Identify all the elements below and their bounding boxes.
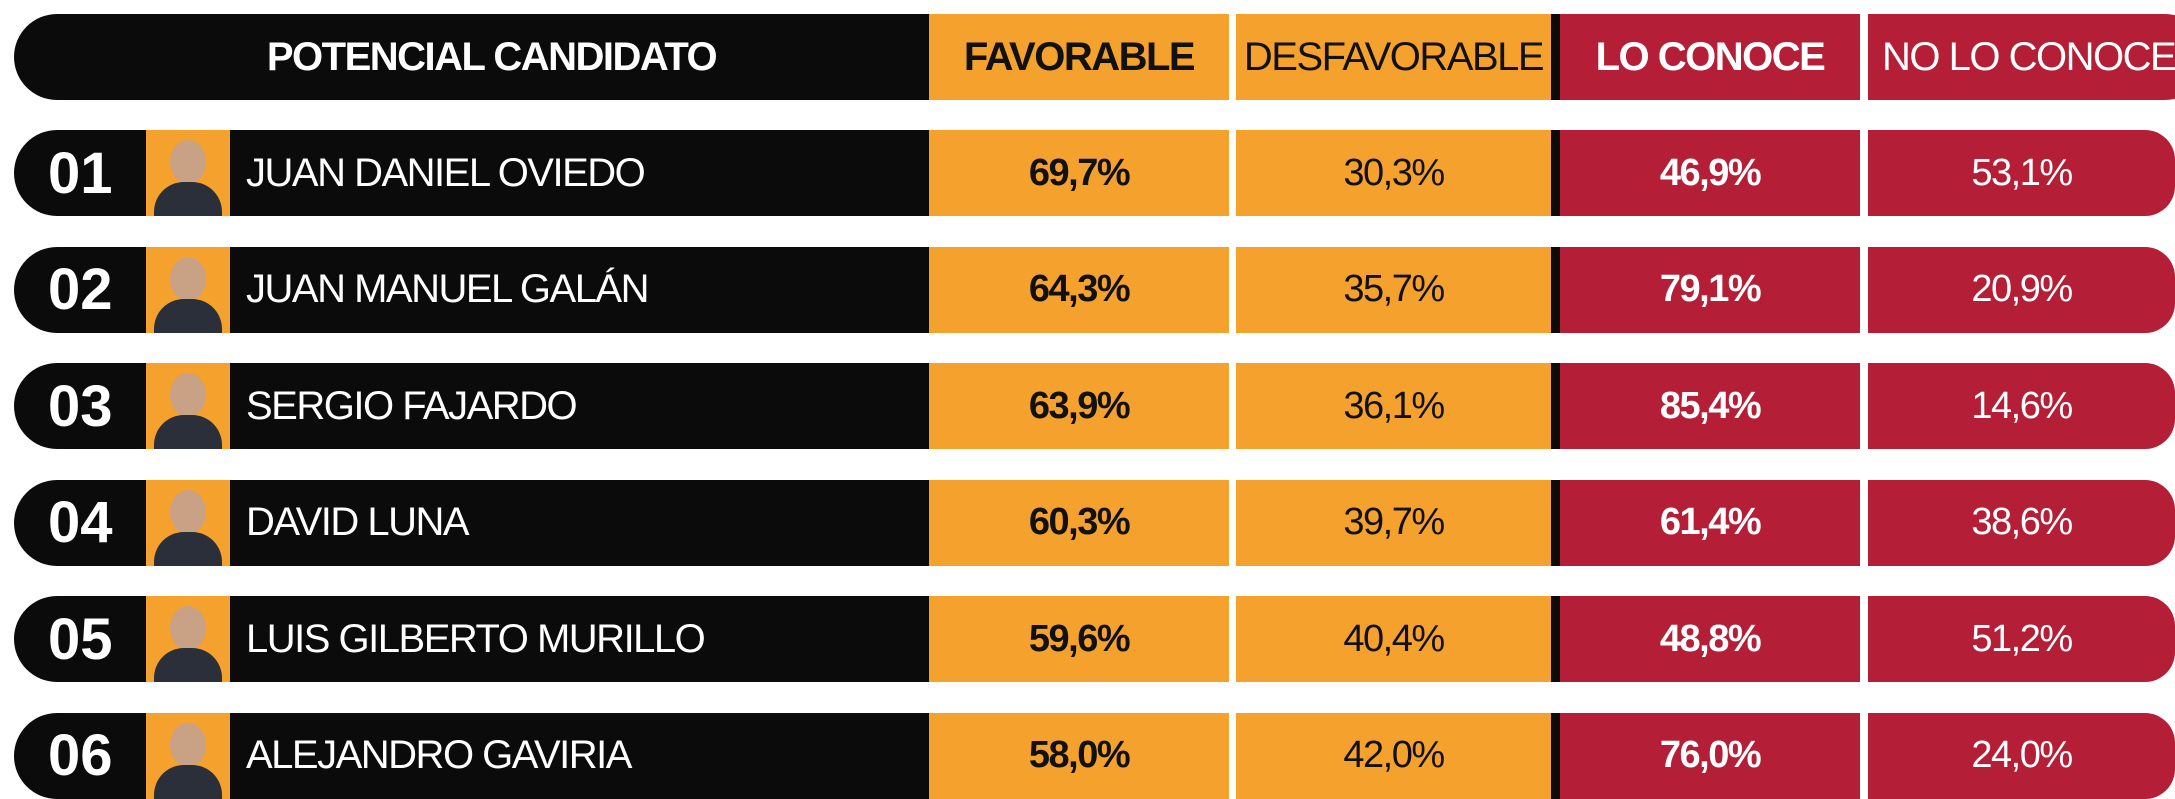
desfavorable-value: 30,3% — [1236, 130, 1551, 216]
candidate-photo — [146, 246, 230, 333]
candidate-name: JUAN MANUEL GALÁN — [230, 246, 929, 333]
desfavorable-value: 36,1% — [1236, 363, 1551, 449]
candidate-name: ALEJANDRO GAVIRIA — [230, 712, 929, 799]
divider — [1551, 712, 1560, 799]
header-desfavorable: DESFAVORABLE — [1236, 14, 1551, 100]
candidate-photo — [146, 363, 230, 449]
photo-body — [154, 415, 222, 449]
candidate-photo — [146, 596, 230, 682]
no-lo-conoce-value: 53,1% — [1868, 130, 2175, 216]
favorable-value: 63,9% — [929, 363, 1229, 449]
photo-head — [170, 256, 206, 301]
rank-number: 04 — [14, 479, 146, 566]
no-lo-conoce-value: 51,2% — [1868, 596, 2175, 682]
lo-conoce-value: 76,0% — [1560, 712, 1860, 799]
lo-conoce-value: 46,9% — [1560, 130, 1860, 216]
photo-body — [154, 298, 222, 333]
no-lo-conoce-value: 14,6% — [1868, 363, 2175, 449]
no-lo-conoce-value: 38,6% — [1868, 479, 2175, 566]
photo-head — [170, 722, 206, 767]
header-lo-conoce: LO CONOCE — [1560, 14, 1860, 100]
header-favorable: FAVORABLE — [929, 14, 1229, 100]
divider — [1551, 363, 1560, 449]
desfavorable-value: 42,0% — [1236, 712, 1551, 799]
photo-body — [154, 182, 222, 216]
candidate-photo — [146, 712, 230, 799]
candidate-name: DAVID LUNA — [230, 479, 929, 566]
lo-conoce-value: 61,4% — [1560, 479, 1860, 566]
favorable-value: 58,0% — [929, 712, 1229, 799]
candidate-name: LUIS GILBERTO MURILLO — [230, 596, 929, 682]
desfavorable-value: 35,7% — [1236, 246, 1551, 333]
photo-head — [170, 140, 206, 184]
photo-body — [154, 531, 222, 566]
rank-number: 06 — [14, 712, 146, 799]
rank-number: 02 — [14, 246, 146, 333]
no-lo-conoce-value: 24,0% — [1868, 712, 2175, 799]
rank-number: 03 — [14, 363, 146, 449]
photo-head — [170, 373, 206, 417]
favorable-value: 69,7% — [929, 130, 1229, 216]
candidate-photo — [146, 130, 230, 216]
rank-number: 05 — [14, 596, 146, 682]
divider — [1551, 130, 1560, 216]
favorable-value: 64,3% — [929, 246, 1229, 333]
favorable-value: 60,3% — [929, 479, 1229, 566]
candidate-photo — [146, 479, 230, 566]
header-no-lo-conoce: NO LO CONOCE — [1868, 14, 2175, 100]
candidate-name: JUAN DANIEL OVIEDO — [230, 130, 929, 216]
divider — [1551, 479, 1560, 566]
divider — [1551, 14, 1560, 100]
desfavorable-value: 39,7% — [1236, 479, 1551, 566]
photo-head — [170, 606, 206, 650]
divider — [1551, 596, 1560, 682]
photo-body — [154, 764, 222, 799]
photo-head — [170, 489, 206, 534]
lo-conoce-value: 85,4% — [1560, 363, 1860, 449]
desfavorable-value: 40,4% — [1236, 596, 1551, 682]
candidate-name: SERGIO FAJARDO — [230, 363, 929, 449]
rank-number: 01 — [14, 130, 146, 216]
header-candidate: POTENCIAL CANDIDATO — [14, 14, 929, 100]
favorable-value: 59,6% — [929, 596, 1229, 682]
lo-conoce-value: 48,8% — [1560, 596, 1860, 682]
no-lo-conoce-value: 20,9% — [1868, 246, 2175, 333]
photo-body — [154, 648, 222, 682]
lo-conoce-value: 79,1% — [1560, 246, 1860, 333]
divider — [1551, 246, 1560, 333]
